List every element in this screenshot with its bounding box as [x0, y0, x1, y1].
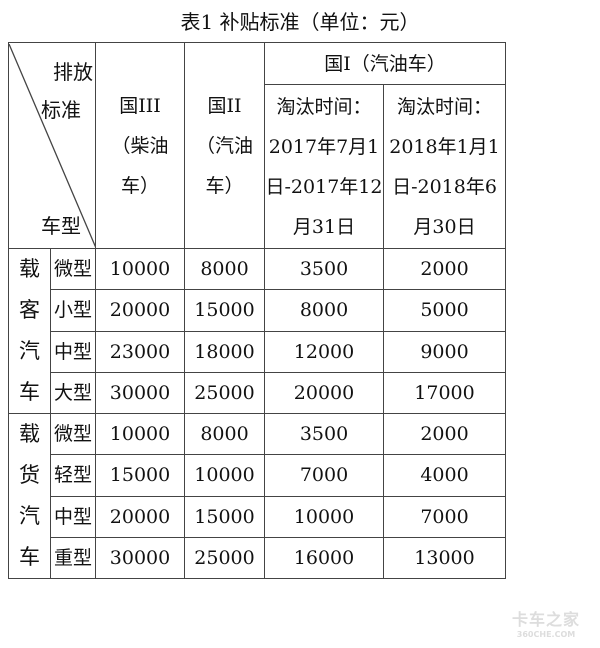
- header-guo2-line: 车）: [205, 174, 244, 197]
- table-row: 小型 20000 15000 8000 5000: [9, 289, 506, 332]
- group-label-char: 汽: [19, 504, 40, 528]
- period-line: 淘汰时间：: [276, 95, 372, 118]
- subsidy-value-cell: 17000: [383, 371, 506, 415]
- subsidy-value-cell: 3500: [264, 247, 384, 291]
- subsidy-value-cell: 15000: [184, 495, 265, 538]
- vehicle-type-cell: 大型: [50, 371, 96, 415]
- vehicle-type-cell: 中型: [50, 495, 96, 538]
- group-label-char: 货: [19, 463, 40, 487]
- table-row: 中型 20000 15000 10000 7000: [9, 495, 506, 538]
- corner-header-cell: 排放 标准 车型: [8, 42, 96, 249]
- group-label-cell: 载客汽车: [8, 248, 51, 414]
- subsidy-value-cell: 10000: [95, 412, 185, 456]
- group-label-cell: 载货汽车: [8, 413, 51, 579]
- table-row: 大型 30000 25000 20000 17000: [9, 371, 506, 415]
- vehicle-type-cell: 微型: [50, 412, 96, 456]
- header-guo3-line: 车）: [120, 174, 159, 197]
- period-line: 淘汰时间：: [396, 95, 492, 118]
- header-guo1: 国I（汽油车）: [264, 42, 506, 85]
- group-label-char: 载: [19, 257, 40, 281]
- header-guo2-line: （汽油: [195, 134, 253, 157]
- header-guo2-line: 国II: [207, 94, 242, 117]
- subsidy-value-cell: 2000: [383, 412, 506, 456]
- table-row: 重型 30000 25000 16000 13000: [9, 536, 506, 580]
- period-line: 日-2018年6: [392, 175, 497, 198]
- subsidy-value-cell: 10000: [95, 247, 185, 291]
- subsidy-value-cell: 16000: [264, 536, 384, 580]
- subsidy-value-cell: 20000: [264, 371, 384, 415]
- subsidy-value-cell: 10000: [184, 454, 265, 497]
- watermark-line1: 卡车之家: [512, 610, 581, 629]
- subsidy-value-cell: 15000: [95, 454, 185, 497]
- diagonal-line: [9, 43, 96, 248]
- subsidy-value-cell: 5000: [383, 289, 506, 332]
- subsidy-value-cell: 13000: [383, 536, 506, 580]
- table-row: 中型 23000 18000 12000 9000: [9, 330, 506, 373]
- subsidy-value-cell: 2000: [383, 247, 506, 291]
- subsidy-value-cell: 20000: [95, 495, 185, 538]
- subsidy-value-cell: 7000: [383, 495, 506, 538]
- subsidy-value-cell: 8000: [264, 289, 384, 332]
- period-line: 月31日: [292, 215, 356, 238]
- subsidy-value-cell: 7000: [264, 454, 384, 497]
- period-line: 2018年1月1: [389, 135, 500, 158]
- group-label-char: 车: [19, 380, 40, 404]
- subsidy-value-cell: 8000: [184, 412, 265, 456]
- header-guo1-period-a: 淘汰时间： 2017年7月1 日-2017年12 月31日: [264, 84, 384, 249]
- subsidy-value-cell: 30000: [95, 371, 185, 415]
- subsidy-value-cell: 12000: [264, 330, 384, 373]
- subsidy-value-cell: 23000: [95, 330, 185, 373]
- subsidy-value-cell: 25000: [184, 536, 265, 580]
- vehicle-type-cell: 小型: [50, 289, 96, 332]
- subsidy-value-cell: 9000: [383, 330, 506, 373]
- header-guo2: 国II （汽油 车）: [184, 42, 265, 249]
- subsidy-value-cell: 10000: [264, 495, 384, 538]
- subsidy-value-cell: 8000: [184, 247, 265, 291]
- table-row: 轻型 15000 10000 7000 4000: [9, 454, 506, 497]
- watermark-line2: 360CHE.COM: [516, 630, 576, 639]
- vehicle-type-cell: 中型: [50, 330, 96, 373]
- vehicle-type-cell: 重型: [50, 536, 96, 580]
- vehicle-type-cell: 轻型: [50, 454, 96, 497]
- table-row: 载货汽车微型 10000 8000 3500 2000: [8, 412, 506, 579]
- subsidy-value-cell: 25000: [184, 371, 265, 415]
- table-row: 载客汽车微型 10000 8000 3500 2000: [8, 247, 506, 414]
- group-label-char: 载: [19, 422, 40, 446]
- watermark-logo: 卡车之家 360CHE.COM: [512, 606, 580, 639]
- group-label-char: 车: [19, 545, 40, 569]
- header-guo1-period-b: 淘汰时间： 2018年1月1 日-2018年6 月30日: [383, 84, 506, 249]
- header-guo3-line: 国III: [119, 94, 161, 117]
- subsidy-value-cell: 18000: [184, 330, 265, 373]
- header-guo3: 国III （柴油 车）: [95, 42, 185, 249]
- group-label-char: 汽: [19, 339, 40, 363]
- corner-label-emission: 排放: [53, 59, 93, 84]
- corner-label-standard: 标准: [41, 97, 81, 122]
- subsidy-value-cell: 15000: [184, 289, 265, 332]
- subsidy-value-cell: 4000: [383, 454, 506, 497]
- period-line: 月30日: [413, 215, 476, 238]
- header-guo3-line: （柴油: [111, 134, 169, 157]
- subsidy-value-cell: 20000: [95, 289, 185, 332]
- vehicle-type-cell: 微型: [50, 247, 96, 291]
- period-line: 日-2017年12: [265, 175, 383, 198]
- subsidy-value-cell: 3500: [264, 412, 384, 456]
- table-title: 表1 补贴标准（单位：元）: [180, 10, 420, 34]
- group-label-char: 客: [19, 298, 40, 322]
- period-line: 2017年7月1: [268, 135, 380, 158]
- subsidy-table: 排放 标准 车型 国III （柴油 车） 国II （汽油 车） 国I（汽油车） …: [8, 42, 506, 580]
- subsidy-value-cell: 30000: [95, 536, 185, 580]
- corner-label-vehicle-type: 车型: [41, 213, 81, 238]
